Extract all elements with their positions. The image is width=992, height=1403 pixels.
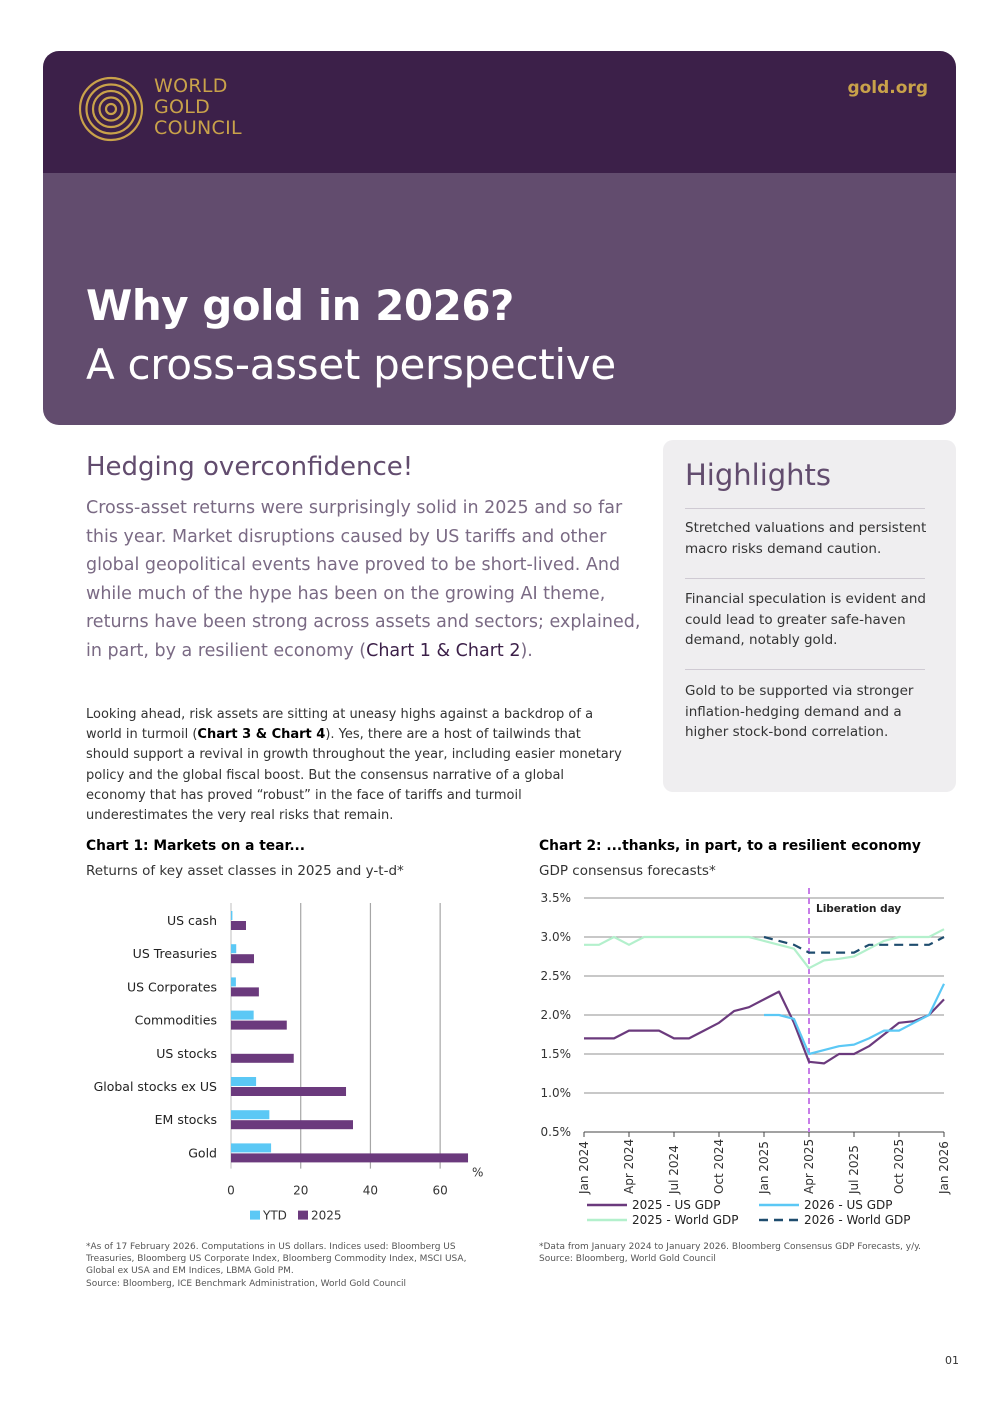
hero-banner bbox=[43, 173, 956, 425]
bar-2025 bbox=[231, 1120, 353, 1130]
x-tick-label: 0 bbox=[227, 1184, 235, 1198]
legend-label: 2025 bbox=[311, 1209, 342, 1223]
event-label: Liberation day bbox=[816, 903, 901, 915]
bar-ytd bbox=[231, 977, 236, 987]
x-tick-label: 20 bbox=[293, 1184, 308, 1198]
category-label: US stocks bbox=[156, 1046, 217, 1061]
x-tick-label: 40 bbox=[363, 1184, 378, 1198]
highlight-item: Stretched valuations and persistent macr… bbox=[685, 520, 927, 557]
body-chart-reference[interactable]: Chart 3 & Chart 4 bbox=[197, 727, 326, 743]
bar-2025 bbox=[231, 954, 255, 964]
highlights-box: Highlights Stretched valuations and pers… bbox=[663, 440, 956, 792]
category-label: Commodities bbox=[135, 1013, 217, 1028]
series-line bbox=[764, 983, 945, 1056]
body-text-start: Looking ahead, risk assets are sitting a… bbox=[86, 707, 594, 743]
bar-ytd bbox=[231, 1077, 257, 1086]
x-tick-label: Apr 2025 bbox=[802, 1139, 816, 1194]
highlights-title: Highlights bbox=[685, 458, 832, 492]
legend-swatch-2025 bbox=[298, 1210, 308, 1220]
series-line bbox=[584, 990, 945, 1065]
highlight-item: Gold to be supported via stronger inflat… bbox=[685, 683, 914, 740]
bar-2025 bbox=[231, 921, 246, 930]
bar-2025 bbox=[231, 987, 259, 997]
series-line bbox=[584, 928, 945, 970]
legend-label: 2025 - US GDP bbox=[632, 1198, 721, 1212]
lead-end: ). bbox=[520, 640, 533, 661]
x-tick-label: Apr 2024 bbox=[622, 1139, 636, 1194]
chart2-title: Chart 2: ...thanks, in part, to a resili… bbox=[539, 838, 921, 854]
chart2-note: *Data from January 2024 to January 2026.… bbox=[539, 1242, 922, 1252]
category-label: US cash bbox=[167, 913, 217, 928]
y-tick-label: 2.5% bbox=[541, 969, 572, 983]
bar-ytd bbox=[231, 1143, 272, 1153]
bar-2025 bbox=[231, 1153, 469, 1163]
bar-ytd bbox=[231, 1010, 254, 1020]
series-line bbox=[763, 935, 945, 954]
y-tick-label: 3.5% bbox=[541, 891, 572, 905]
bar-ytd bbox=[231, 944, 237, 954]
world-gold-council-logo-icon bbox=[78, 76, 144, 142]
legend-label: YTD bbox=[262, 1209, 287, 1223]
divider bbox=[685, 669, 925, 670]
y-tick-label: 0.5% bbox=[541, 1125, 572, 1139]
section-heading: Hedging overconfidence! bbox=[86, 452, 414, 482]
chart2-subtitle: GDP consensus forecasts* bbox=[539, 863, 716, 879]
page-number: 01 bbox=[945, 1354, 959, 1367]
logo-wordmark: WORLD GOLD COUNCIL bbox=[154, 76, 242, 139]
chart2-footnote: *Data from January 2024 to January 2026.… bbox=[539, 1241, 949, 1265]
chart2-source: Source: Bloomberg, World Gold Council bbox=[539, 1254, 716, 1265]
highlight-item: Financial speculation is evident and cou… bbox=[685, 591, 927, 648]
x-tick-label: Jan 2026 bbox=[937, 1141, 951, 1195]
legend-label: 2025 - World GDP bbox=[632, 1213, 738, 1227]
x-tick-label: Jan 2025 bbox=[757, 1141, 771, 1195]
lead-chart-reference[interactable]: Chart 1 & Chart 2 bbox=[366, 640, 521, 661]
bar-2025 bbox=[231, 1087, 347, 1096]
x-tick-label: Oct 2024 bbox=[712, 1139, 726, 1194]
legend-label: 2026 - US GDP bbox=[804, 1198, 893, 1212]
legend-label: 2026 - World GDP bbox=[804, 1213, 910, 1227]
chart1-subtitle: Returns of key asset classes in 2025 and… bbox=[86, 863, 404, 879]
bar-2025 bbox=[231, 1053, 294, 1063]
x-tick-label: Oct 2025 bbox=[892, 1139, 906, 1194]
logo-line: WORLD bbox=[154, 75, 228, 97]
y-tick-label: 3.0% bbox=[541, 930, 572, 944]
logo-line: COUNCIL bbox=[154, 117, 242, 139]
category-label: US Treasuries bbox=[133, 946, 217, 961]
category-label: US Corporates bbox=[127, 979, 217, 994]
y-tick-label: 1.5% bbox=[541, 1047, 572, 1061]
chart1-footnote: *As of 17 February 2026. Computations in… bbox=[86, 1241, 486, 1290]
site-link[interactable]: gold.org bbox=[847, 78, 928, 98]
category-label: EM stocks bbox=[155, 1112, 217, 1127]
chart1-title: Chart 1: Markets on a tear... bbox=[86, 838, 306, 854]
lead-text: Cross-asset returns were surprisingly so… bbox=[86, 498, 641, 661]
divider bbox=[685, 508, 925, 509]
page-title: Why gold in 2026? bbox=[86, 281, 514, 330]
body-paragraph: Looking ahead, risk assets are sitting a… bbox=[86, 705, 626, 826]
chart1-note: *As of 17 February 2026. Computations in… bbox=[86, 1242, 467, 1277]
lead-paragraph: Cross-asset returns were surprisingly so… bbox=[86, 494, 642, 665]
bar-2025 bbox=[231, 1020, 287, 1030]
y-tick-label: 1.0% bbox=[541, 1086, 572, 1100]
unit-label: % bbox=[472, 1166, 483, 1180]
logo-line: GOLD bbox=[154, 96, 211, 118]
divider bbox=[685, 578, 925, 579]
page-subtitle: A cross-asset perspective bbox=[86, 340, 616, 389]
header-band bbox=[43, 51, 956, 173]
bar-ytd bbox=[231, 911, 233, 920]
x-tick-label: 60 bbox=[433, 1184, 448, 1198]
bar-ytd bbox=[231, 1110, 270, 1120]
body-text-end: ). Yes, there are a host of tailwinds th… bbox=[86, 727, 622, 824]
chart1-source: Source: Bloomberg, ICE Benchmark Adminis… bbox=[86, 1278, 407, 1289]
y-tick-label: 2.0% bbox=[541, 1008, 572, 1022]
x-tick-label: Jan 2024 bbox=[577, 1141, 591, 1195]
x-tick-label: Jul 2024 bbox=[667, 1145, 681, 1195]
chart1-bar-chart: 0 20 40 60% US cash US Treasuries US Corporate… bbox=[94, 903, 483, 1223]
category-label: Global stocks ex US bbox=[94, 1079, 217, 1094]
legend-swatch-ytd bbox=[250, 1210, 260, 1220]
category-label: Gold bbox=[188, 1145, 217, 1160]
x-tick-label: Jul 2025 bbox=[847, 1145, 861, 1195]
chart2-line-chart: 0.5% 1.0% 1.5% 2.0% 2.5% 3.0% 3.5% Jan 2024 Apr … bbox=[541, 888, 951, 1227]
